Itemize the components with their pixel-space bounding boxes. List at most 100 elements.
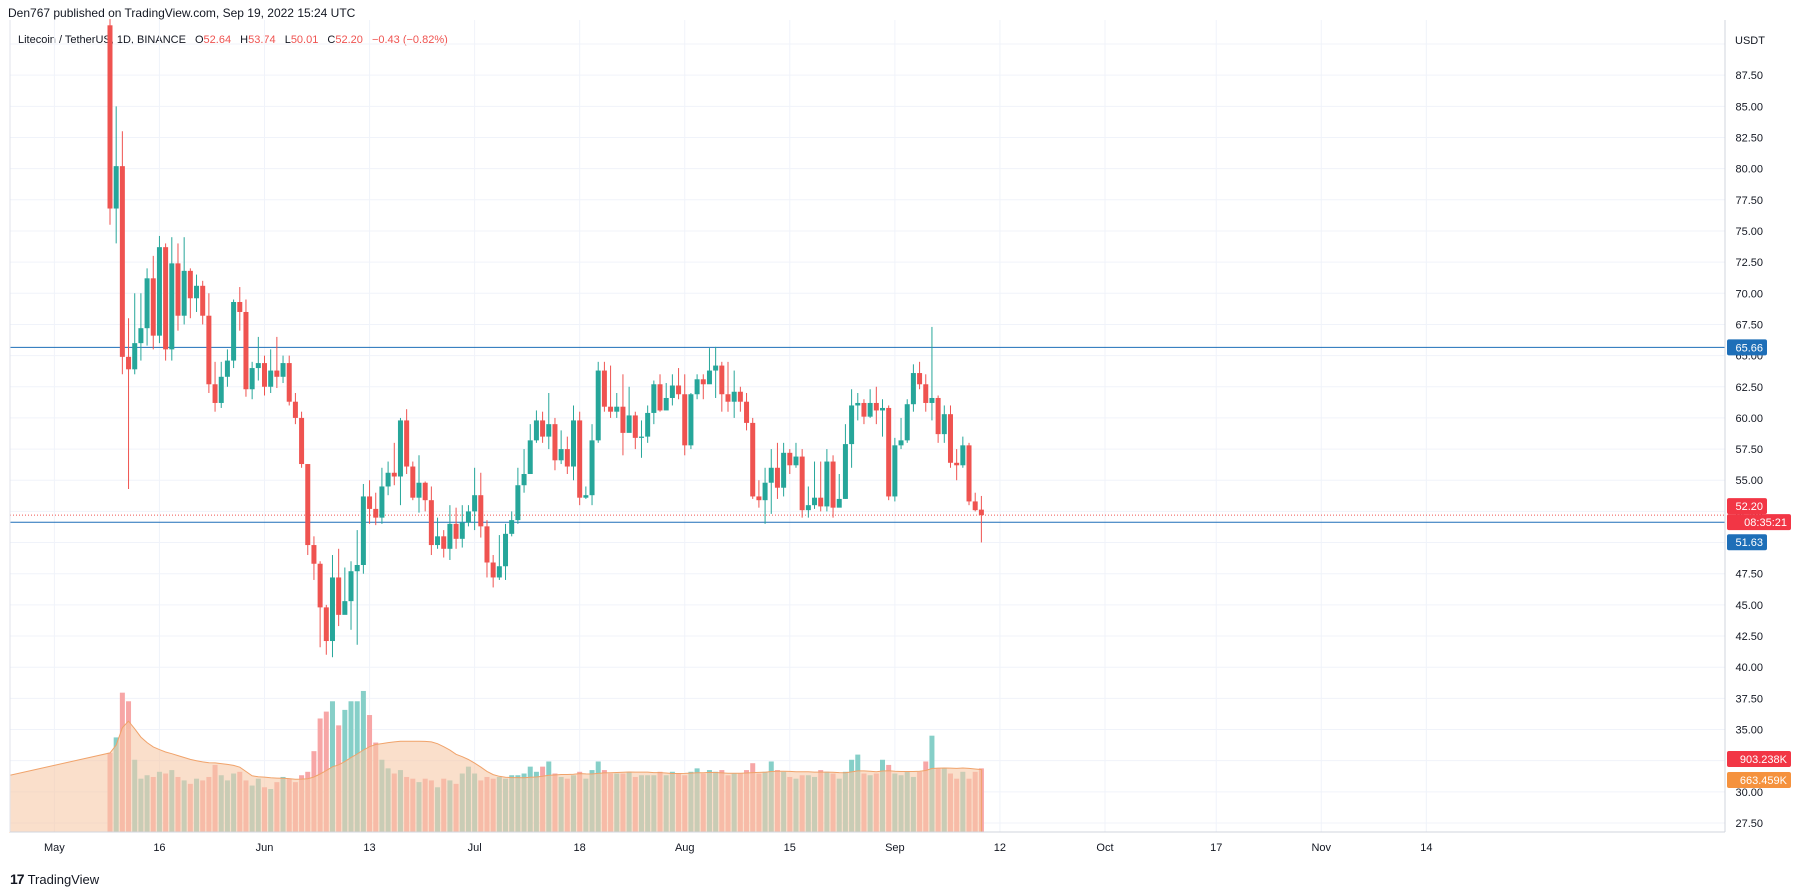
candle-body[interactable] [119, 166, 125, 357]
candle-body[interactable] [892, 445, 898, 497]
candle-body[interactable] [132, 343, 138, 370]
candle-body[interactable] [354, 564, 360, 572]
candle-body[interactable] [212, 384, 218, 403]
candle-body[interactable] [886, 407, 892, 497]
candle-body[interactable] [805, 505, 811, 511]
candle-body[interactable] [651, 384, 657, 413]
candle-body[interactable] [824, 461, 830, 507]
candle-body[interactable] [373, 508, 379, 518]
candle-body[interactable] [163, 247, 169, 350]
candle-body[interactable] [774, 467, 780, 488]
candle-body[interactable] [768, 467, 774, 483]
candle-body[interactable] [435, 536, 441, 546]
candle-body[interactable] [175, 263, 181, 316]
price-chart[interactable]: USDT27.5030.0032.5035.0037.5040.0042.504… [0, 0, 1806, 860]
candle-body[interactable] [966, 445, 972, 502]
candle-body[interactable] [224, 360, 230, 377]
candle-body[interactable] [311, 545, 317, 564]
candle-body[interactable] [669, 385, 675, 398]
candle-body[interactable] [917, 373, 923, 385]
candle-body[interactable] [595, 370, 601, 441]
candle-body[interactable] [818, 497, 824, 507]
candle-body[interactable] [713, 365, 719, 371]
candle-body[interactable] [663, 397, 669, 411]
candle-body[interactable] [379, 486, 385, 518]
candle-body[interactable] [385, 472, 391, 487]
candle-body[interactable] [336, 577, 342, 615]
candle-body[interactable] [453, 523, 459, 539]
candle-body[interactable] [873, 402, 879, 411]
candle-body[interactable] [138, 328, 144, 344]
candle-body[interactable] [187, 270, 193, 299]
candle-body[interactable] [150, 278, 156, 336]
candle-body[interactable] [181, 270, 187, 316]
candle-body[interactable] [329, 577, 335, 642]
candle-body[interactable] [632, 415, 638, 438]
candle-body[interactable] [583, 495, 589, 498]
candle-body[interactable] [972, 501, 978, 511]
candle-body[interactable] [954, 462, 960, 466]
symbol-name[interactable]: Litecoin / TetherUS, 1D, BINANCE [18, 34, 186, 46]
candle-body[interactable] [496, 566, 502, 578]
candle-body[interactable] [638, 436, 644, 438]
candle-body[interactable] [268, 370, 274, 387]
candle-body[interactable] [688, 394, 694, 446]
candle-body[interactable] [929, 397, 935, 403]
candle-body[interactable] [113, 166, 119, 209]
candle-body[interactable] [533, 420, 539, 441]
candle-body[interactable] [509, 520, 515, 534]
candle-body[interactable] [391, 472, 397, 477]
candle-body[interactable] [428, 500, 434, 546]
candle-body[interactable] [218, 376, 224, 403]
candle-body[interactable] [317, 563, 323, 608]
candle-body[interactable] [947, 414, 953, 463]
candle-body[interactable] [552, 424, 558, 461]
candle-body[interactable] [521, 474, 527, 486]
candle-body[interactable] [682, 394, 688, 446]
candle-body[interactable] [571, 420, 576, 467]
candle-body[interactable] [484, 526, 490, 563]
candle-body[interactable] [830, 461, 836, 508]
candle-body[interactable] [836, 498, 842, 508]
candle-body[interactable] [787, 452, 793, 466]
candle-body[interactable] [577, 420, 583, 498]
candle-body[interactable] [255, 363, 261, 369]
candle-body[interactable] [904, 404, 910, 441]
candle-body[interactable] [812, 497, 818, 506]
candle-body[interactable] [200, 285, 206, 316]
candle-body[interactable] [657, 384, 663, 411]
candle-body[interactable] [169, 263, 175, 350]
candle-body[interactable] [910, 373, 916, 405]
candle-body[interactable] [589, 440, 595, 496]
candle-body[interactable] [447, 523, 453, 549]
candle-body[interactable] [292, 401, 298, 418]
candle-body[interactable] [465, 511, 471, 523]
candle-body[interactable] [694, 379, 700, 395]
candle-body[interactable] [107, 25, 113, 209]
candle-body[interactable] [540, 420, 546, 437]
candle-body[interactable] [243, 311, 249, 390]
candle-body[interactable] [762, 482, 768, 501]
candle-body[interactable] [855, 402, 861, 406]
candle-body[interactable] [478, 495, 484, 527]
candle-body[interactable] [861, 402, 867, 417]
candle-body[interactable] [898, 440, 904, 446]
candle-body[interactable] [941, 414, 947, 435]
candle-body[interactable] [286, 363, 292, 402]
candle-body[interactable] [781, 452, 787, 488]
candle-body[interactable] [626, 415, 632, 433]
candle-body[interactable] [620, 406, 626, 433]
candle-body[interactable] [880, 407, 885, 411]
candle-body[interactable] [849, 405, 855, 445]
candle-body[interactable] [737, 391, 743, 402]
candle-body[interactable] [867, 402, 873, 417]
candle-body[interactable] [206, 315, 212, 385]
candle-body[interactable] [799, 456, 805, 511]
candle-body[interactable] [342, 601, 348, 615]
candle-body[interactable] [299, 417, 305, 465]
candle-body[interactable] [348, 571, 354, 602]
candle-body[interactable] [416, 482, 422, 498]
candle-body[interactable] [194, 285, 200, 299]
candle-body[interactable] [126, 356, 132, 370]
candle-body[interactable] [960, 445, 966, 466]
